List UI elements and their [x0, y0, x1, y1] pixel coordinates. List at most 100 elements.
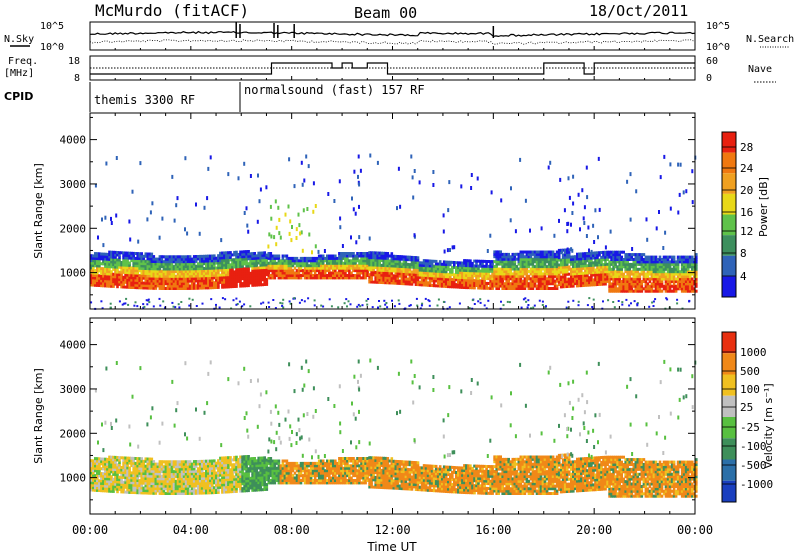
power-cell [207, 266, 210, 270]
power-cell [576, 264, 579, 268]
power-cell [332, 276, 335, 280]
power-cell [577, 300, 580, 303]
velocity-cell [126, 456, 129, 460]
power-cell [588, 278, 591, 282]
power-cell [668, 289, 672, 293]
power-cell [600, 282, 603, 286]
power-cell [533, 284, 537, 288]
power-cell [553, 257, 557, 261]
power-cell [453, 273, 456, 277]
velocity-cell [152, 479, 156, 483]
velocity-cell [180, 470, 184, 474]
power-cell [495, 262, 498, 266]
power-cell [221, 254, 224, 257]
power-cell [251, 261, 254, 265]
power-cell [132, 273, 135, 277]
velocity-cell [126, 468, 129, 472]
power-cell [650, 260, 654, 264]
power-cell [390, 279, 394, 282]
velocity-cell [108, 467, 111, 471]
power-cell [182, 255, 186, 259]
power-cell [590, 276, 593, 280]
power-cell [132, 266, 135, 270]
power-cell [489, 260, 492, 264]
power-cell [112, 280, 115, 284]
power-cell [150, 269, 154, 273]
power-cell [590, 278, 593, 282]
power-cell [253, 261, 256, 265]
power-cell [650, 267, 654, 271]
power-cell [582, 276, 585, 280]
power-cell [602, 300, 604, 303]
power-cell [551, 252, 555, 256]
power-cell [626, 270, 629, 274]
power-cell [535, 270, 539, 273]
power-cell [326, 261, 329, 265]
power-cell [339, 216, 342, 221]
power-cell [674, 267, 678, 271]
power-cell [525, 270, 529, 273]
power-cell [378, 266, 381, 270]
velocity-cell [176, 465, 180, 469]
velocity-cell [158, 460, 162, 464]
velocity-cell [102, 482, 105, 485]
power-cell [303, 271, 307, 275]
power-cell [207, 259, 210, 263]
power-cell [323, 271, 327, 275]
power-cell [227, 270, 230, 274]
power-cell [529, 284, 533, 288]
power-cell [682, 280, 686, 283]
power-cell [418, 283, 422, 287]
power-cell [648, 270, 652, 274]
power-cell [608, 272, 611, 276]
power-cell [90, 283, 93, 287]
power-cell [297, 276, 301, 280]
power-cell [527, 282, 531, 286]
power-cell [426, 274, 430, 277]
velocity-cell [142, 474, 145, 478]
power-cell [359, 305, 362, 308]
power-cell [366, 254, 369, 258]
power-cell [473, 271, 476, 275]
power-cell [525, 267, 529, 271]
power-cell [685, 189, 688, 194]
power-cell [557, 266, 561, 269]
power-cell [378, 263, 381, 267]
power-cell [451, 268, 454, 272]
power-cell [154, 272, 158, 276]
velocity-cell [176, 492, 180, 495]
power-cell [691, 265, 694, 269]
power-cell [469, 276, 472, 280]
power-cell [539, 257, 543, 261]
power-cell [618, 287, 621, 291]
power-cell [219, 254, 222, 258]
velocity-cell [162, 465, 166, 469]
power-cell [368, 273, 371, 277]
power-cell [612, 289, 615, 293]
power-cell [194, 255, 198, 258]
velocity-cell [120, 490, 123, 494]
power-cell [215, 266, 218, 270]
power-cell [563, 260, 567, 264]
power-cell [299, 261, 303, 265]
power-cell [120, 275, 123, 279]
power-cell [412, 258, 416, 262]
power-cell [231, 270, 234, 274]
velocity-cell [178, 492, 182, 495]
power-cell [515, 269, 519, 273]
velocity-cell [158, 467, 162, 471]
power-cell [378, 271, 381, 275]
power-cell [265, 268, 269, 272]
power-cell [271, 256, 275, 260]
power-cell [576, 269, 579, 273]
power-cell [148, 281, 152, 285]
power-cell [168, 284, 172, 288]
power-cell [148, 301, 151, 304]
power-cell [678, 192, 681, 197]
velocity-cell [188, 482, 192, 486]
power-cell [551, 270, 555, 273]
power-cell [136, 283, 139, 287]
power-cell [243, 277, 246, 281]
power-cell [114, 270, 117, 274]
power-cell [658, 275, 662, 279]
